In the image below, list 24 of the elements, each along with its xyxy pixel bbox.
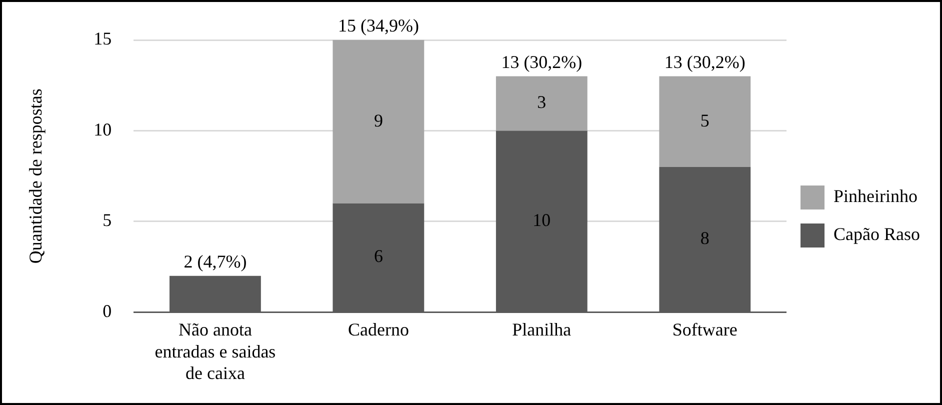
legend-label: Pinheirinho — [834, 186, 918, 206]
x-tick-label: Software — [672, 320, 738, 340]
x-tick-label: Caderno — [348, 320, 409, 340]
data-label: 8 — [700, 228, 710, 248]
data-label: 10 — [532, 210, 551, 230]
data-label: 9 — [374, 110, 383, 130]
data-label: 5 — [700, 110, 710, 130]
y-tick-label: 0 — [102, 300, 112, 321]
y-axis-title: Quantidade de respostas — [26, 88, 46, 264]
y-tick-label: 15 — [94, 28, 112, 49]
bar — [496, 76, 588, 131]
total-label: 13 (30,2%) — [664, 52, 746, 72]
x-tick-label: Não anota entradas e saidas de caixa — [154, 320, 276, 383]
y-tick-label: 5 — [102, 210, 112, 230]
x-tick-label: Planilha — [512, 320, 572, 340]
total-label: 15 (34,9%) — [338, 16, 419, 36]
total-label: 13 (30,2%) — [501, 52, 582, 72]
bar — [332, 40, 424, 204]
bar — [659, 76, 751, 168]
y-tick-label: 10 — [94, 119, 112, 140]
data-label: 6 — [374, 246, 383, 266]
legend-label: Capão Raso — [834, 224, 920, 244]
data-label: 3 — [537, 92, 546, 112]
total-label: 2 (4,7%) — [184, 252, 247, 272]
